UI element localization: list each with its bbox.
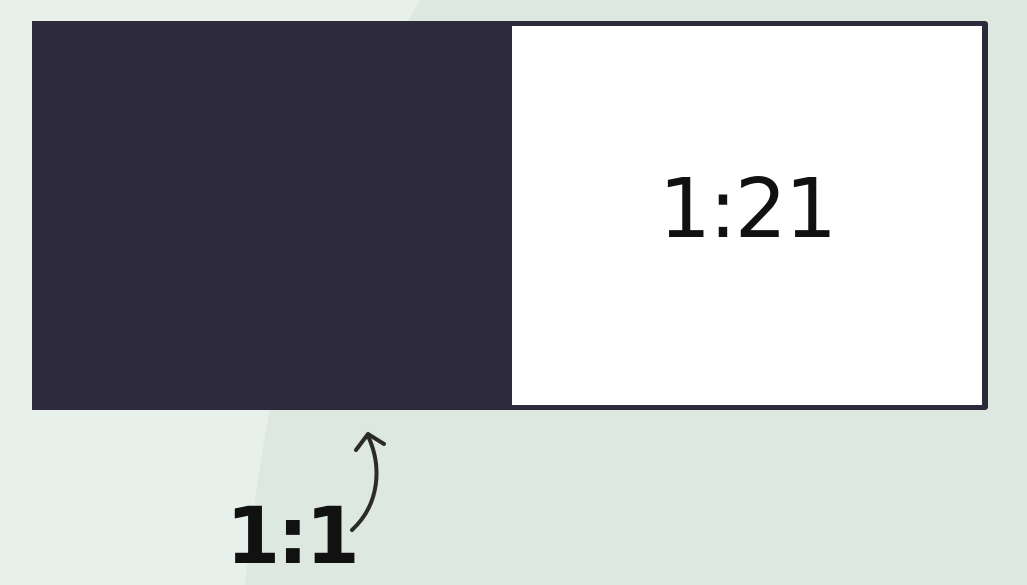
light-swatch-ratio-label: 1:21 <box>658 162 837 257</box>
curved-arrow-up-icon <box>350 432 386 532</box>
contrast-swatch-frame: 1:21 <box>32 21 988 410</box>
light-color-swatch: 1:21 <box>512 26 982 405</box>
dark-swatch-ratio-label: 1:1 <box>226 492 360 582</box>
dark-color-swatch <box>32 21 512 410</box>
